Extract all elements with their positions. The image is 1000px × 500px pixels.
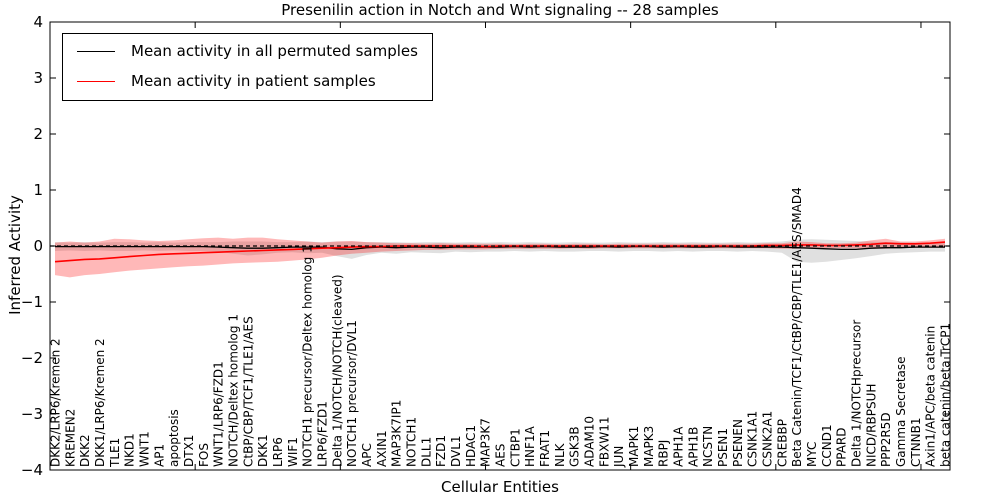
- x-tick-label: TLE1: [108, 438, 122, 468]
- x-tick-label: WNT1: [138, 431, 152, 467]
- legend-entry-label: Mean activity in all permuted samples: [131, 42, 418, 60]
- x-tick-label: NOTCH/Deltex homolog 1: [227, 314, 241, 467]
- x-tick-label: CSNK1A1: [746, 411, 760, 467]
- x-tick-label: CSNK2A1: [761, 411, 775, 467]
- y-tick-label: −4: [21, 461, 43, 479]
- x-tick-label: CTNNB1: [909, 417, 923, 467]
- x-tick-label: PPP2R5D: [879, 412, 893, 467]
- x-tick-label: MAPK3: [642, 426, 656, 467]
- x-tick-label: DTX1: [182, 435, 196, 467]
- x-tick-label: NLK: [553, 442, 567, 467]
- x-tick-label: MAP3K7: [479, 418, 493, 467]
- x-tick-label: KREMEN2: [63, 409, 77, 467]
- x-tick-label: AES: [494, 444, 508, 467]
- x-tick-label: MYC: [805, 442, 819, 467]
- x-tick-label: WIF1: [286, 437, 300, 467]
- chart-title: Presenilin action in Notch and Wnt signa…: [281, 1, 719, 19]
- x-tick-label: DKK1/LRP6/Kremen 2: [93, 338, 107, 467]
- legend-line-swatch: [77, 50, 115, 52]
- y-tick-label: 2: [33, 125, 43, 143]
- x-tick-label: MAP3K7IP1: [390, 400, 404, 467]
- x-tick-label: APH1B: [686, 427, 700, 467]
- x-axis-label: Cellular Entities: [441, 478, 559, 496]
- x-tick-label: HNF1A: [523, 425, 537, 467]
- x-tick-label: DLL1: [419, 437, 433, 467]
- x-tick-label: Gamma Secretase: [894, 356, 908, 467]
- x-tick-label: FRAT1: [538, 430, 552, 467]
- legend-entry: Mean activity in patient samples: [77, 69, 418, 93]
- x-tick-label: FZD1: [434, 435, 448, 467]
- x-tick-label: DKK2: [78, 434, 92, 467]
- x-tick-label: AXIN1: [375, 430, 389, 467]
- x-tick-label: APC: [360, 443, 374, 467]
- x-tick-label: FOS: [197, 443, 211, 467]
- legend-line-swatch: [77, 80, 115, 82]
- y-tick-label: −3: [21, 405, 43, 423]
- x-tick-label: JUN: [612, 446, 626, 468]
- x-tick-label: NOTCH1 precursor/Deltex homolog 1: [301, 245, 315, 467]
- y-tick-label: −1: [21, 293, 43, 311]
- x-tick-label: AP1: [152, 444, 166, 467]
- x-tick-label: LRP6/FZD1: [316, 401, 330, 467]
- x-tick-label: NOTCH1 precursor/DVL1: [345, 320, 359, 467]
- x-tick-label: Delta 1/NOTCHprecursor: [850, 320, 864, 467]
- x-tick-label: APH1A: [672, 426, 686, 467]
- x-tick-label: MAPK1: [627, 426, 641, 467]
- x-tick-label: WNT1/LRP6/FZD1: [212, 361, 226, 467]
- x-tick-label: Axin1/APC/beta catenin: [924, 326, 938, 467]
- legend-entry-label: Mean activity in patient samples: [131, 72, 376, 90]
- x-tick-label: DKK1: [256, 434, 270, 467]
- x-tick-label: beta catenin/beta TrCP1: [939, 323, 953, 467]
- x-tick-label: CREBBP: [775, 419, 789, 467]
- x-tick-label: PSENEN: [731, 419, 745, 467]
- x-tick-label: GSK3B: [568, 426, 582, 467]
- x-tick-label: PPARD: [835, 428, 849, 468]
- y-tick-label: 3: [33, 69, 43, 87]
- x-tick-label: DKK2/LRP6/Kremen 2: [49, 338, 63, 467]
- y-tick-label: 0: [33, 237, 43, 255]
- x-tick-label: DVL1: [449, 435, 463, 467]
- x-tick-label: ADAM10: [583, 416, 597, 467]
- legend: Mean activity in all permuted samples Mea…: [62, 33, 433, 101]
- x-tick-label: NICD/RBPSUH: [864, 384, 878, 467]
- x-tick-label: PSEN1: [716, 428, 730, 467]
- x-tick-label: Beta Catenin/TCF1/CtBP/CBP/TLE1/AES/SMAD…: [790, 187, 804, 467]
- y-axis-label: Inferred Activity: [6, 195, 24, 315]
- x-tick-label: CtBP/CBP/TCF1/TLE1/AES: [241, 316, 255, 467]
- x-tick-label: NOTCH1: [405, 417, 419, 467]
- x-tick-label: CTBP1: [508, 428, 522, 467]
- x-tick-label: NKD1: [123, 433, 137, 467]
- x-tick-label: FBXW11: [597, 417, 611, 468]
- x-tick-label: LRP6: [271, 437, 285, 467]
- x-tick-label: apoptosis: [167, 409, 181, 467]
- x-tick-label: NCSTN: [701, 426, 715, 467]
- permuted-mean-line: [55, 245, 945, 251]
- x-tick-label: CCND1: [820, 424, 834, 467]
- x-tick-label: Delta 1/NOTCH/NOTCH(cleaved): [330, 274, 344, 467]
- y-tick-label: 4: [33, 13, 43, 31]
- x-tick-label: HDAC1: [464, 425, 478, 467]
- y-tick-label: 1: [33, 181, 43, 199]
- permuted-band: [55, 239, 945, 263]
- legend-entry: Mean activity in all permuted samples: [77, 39, 418, 63]
- x-tick-label: RBPJ: [657, 440, 671, 467]
- y-tick-label: −2: [21, 349, 43, 367]
